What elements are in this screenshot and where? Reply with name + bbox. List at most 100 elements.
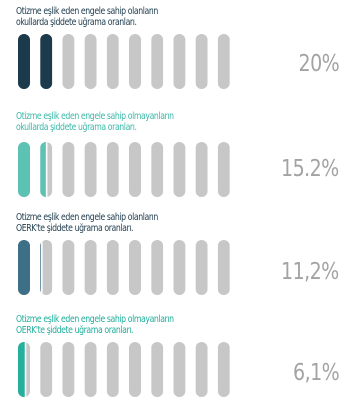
pill <box>129 142 141 197</box>
pill <box>195 240 208 295</box>
pill-track <box>217 34 230 89</box>
pill <box>106 240 119 295</box>
pill-track <box>106 34 119 89</box>
pill <box>173 240 186 295</box>
pill-fill <box>40 34 53 89</box>
pill-track <box>151 240 164 295</box>
pill <box>62 342 75 397</box>
pill <box>84 342 97 397</box>
pill <box>217 34 230 89</box>
pill <box>173 142 186 197</box>
pill-track <box>129 142 141 197</box>
pill-track <box>195 142 208 197</box>
pill <box>84 142 97 197</box>
pill-track <box>151 142 164 197</box>
pill <box>40 240 53 295</box>
pill-track <box>106 142 119 197</box>
percentage-value: 15.2% <box>281 156 339 182</box>
pill-track <box>129 342 141 397</box>
pill <box>151 34 164 89</box>
pill-fill <box>18 240 30 295</box>
panel-caption: Otizme eşlik eden engele sahip olmayanla… <box>16 314 174 336</box>
pill <box>195 34 208 89</box>
pill-bar-chart <box>18 34 230 89</box>
pill <box>62 240 75 295</box>
pill <box>40 34 53 89</box>
caption-line: okullarda şiddete uğrama oranları. <box>16 122 137 133</box>
pill-track <box>195 342 208 397</box>
pill-track <box>40 240 53 295</box>
pill-bar-chart <box>18 342 230 397</box>
pill <box>173 34 186 89</box>
pill-fill <box>40 142 47 197</box>
pill <box>173 342 186 397</box>
pill <box>84 34 97 89</box>
caption-line: Otizme eşlik eden engele sahip olanların <box>16 6 158 17</box>
pill-track <box>151 34 164 89</box>
pill <box>151 240 164 295</box>
pill-track <box>62 342 75 397</box>
pill <box>195 342 208 397</box>
pill-track <box>173 142 186 197</box>
pill-track <box>84 142 97 197</box>
pill-track <box>173 342 186 397</box>
caption-line: Otizme eşlik eden engele sahip olanların <box>16 212 158 223</box>
pill-track <box>84 240 97 295</box>
caption-line: okullarda şiddete uğrama oranları. <box>16 17 137 28</box>
pill <box>84 240 97 295</box>
panel-caption: Otizme eşlik eden engele sahip olanların… <box>16 212 158 234</box>
pill-track <box>217 342 230 397</box>
pill-track <box>217 240 230 295</box>
pill-track <box>129 34 141 89</box>
pill <box>217 342 230 397</box>
pill <box>18 240 30 295</box>
pill-fill <box>18 342 26 397</box>
pill-fill <box>40 240 42 295</box>
pill <box>129 342 141 397</box>
caption-line: OERK'te şiddete uğrama oranları. <box>16 223 134 234</box>
pill-track <box>195 34 208 89</box>
pill <box>217 142 230 197</box>
pill-fill-edge <box>24 342 27 397</box>
pill-track <box>62 240 75 295</box>
pill <box>151 342 164 397</box>
percentage-value: 20% <box>298 51 339 77</box>
pill-track <box>84 34 97 89</box>
pill-track <box>62 34 75 89</box>
pill <box>195 142 208 197</box>
pill <box>106 34 119 89</box>
caption-line: Otizme eşlik eden engele sahip olmayanla… <box>16 111 174 122</box>
percentage-value: 11,2% <box>281 259 339 285</box>
pill <box>129 34 141 89</box>
pill-track <box>62 142 75 197</box>
pill-bar-chart <box>18 142 230 197</box>
pill-track <box>40 342 53 397</box>
caption-line: Otizme eşlik eden engele sahip olmayanla… <box>16 314 174 325</box>
pill <box>18 34 30 89</box>
pill-bar-chart <box>18 240 230 295</box>
pill <box>40 342 53 397</box>
pill <box>40 142 53 197</box>
percentage-value: 6,1% <box>292 360 340 386</box>
pill-track <box>106 342 119 397</box>
caption-line: OERK'te şiddete uğrama oranları. <box>16 325 134 336</box>
pill-fill-edge <box>45 142 48 197</box>
pill-track <box>173 240 186 295</box>
panel-caption: Otizme eşlik eden engele sahip olmayanla… <box>16 111 174 133</box>
pill-track <box>106 240 119 295</box>
pill <box>151 142 164 197</box>
pill-fill <box>18 142 30 197</box>
pill <box>18 142 30 197</box>
panel-caption: Otizme eşlik eden engele sahip olanların… <box>16 6 158 28</box>
pill-track <box>151 342 164 397</box>
pill-fill-edge <box>41 240 43 295</box>
pill <box>62 142 75 197</box>
pill-track <box>173 34 186 89</box>
pill <box>129 240 141 295</box>
pill <box>106 342 119 397</box>
pill-track <box>217 142 230 197</box>
pill <box>18 342 30 397</box>
pill <box>62 34 75 89</box>
pill <box>106 142 119 197</box>
pill-track <box>129 240 141 295</box>
